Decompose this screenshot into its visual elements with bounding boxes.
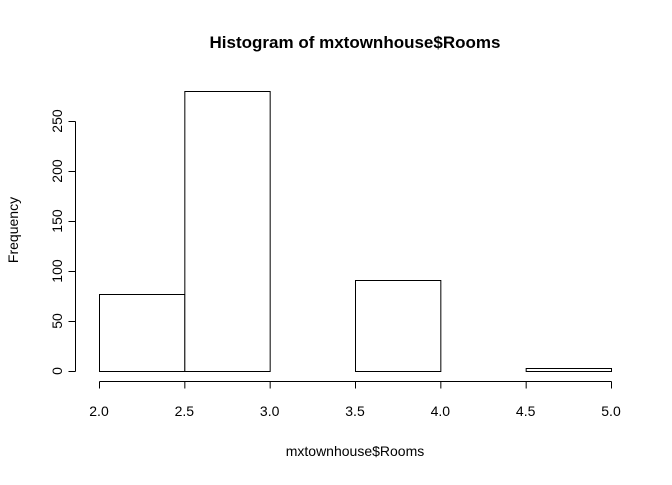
y-tick-label-5: 250 bbox=[49, 109, 65, 133]
histogram-bar-0 bbox=[99, 294, 186, 372]
x-tick-label-6: 5.0 bbox=[601, 403, 621, 419]
x-tick-label-1: 2.5 bbox=[175, 403, 195, 419]
y-tick-label-1: 50 bbox=[49, 313, 65, 329]
bars-layer bbox=[99, 91, 613, 372]
histogram-bar-3 bbox=[355, 280, 442, 372]
x-tick-label-2: 3.0 bbox=[260, 403, 280, 419]
x-tick-label-3: 3.5 bbox=[345, 403, 365, 419]
histogram-bar-5 bbox=[525, 368, 613, 372]
histogram-bar-1 bbox=[184, 91, 271, 372]
y-tick-label-4: 200 bbox=[49, 159, 65, 183]
x-axis-label: mxtownhouse$Rooms bbox=[286, 443, 425, 459]
x-tick-label-0: 2.0 bbox=[89, 403, 109, 419]
chart-title: Histogram of mxtownhouse$Rooms bbox=[210, 33, 501, 52]
x-tick-label-4: 4.0 bbox=[431, 403, 451, 419]
y-tick-label-0: 0 bbox=[49, 367, 65, 375]
x-tick-label-5: 4.5 bbox=[516, 403, 536, 419]
y-tick-label-2: 100 bbox=[49, 259, 65, 283]
y-axis-label: Frequency bbox=[5, 197, 21, 263]
x-axis: 2.0 2.5 3.0 3.5 4.0 4.5 5.0 bbox=[89, 381, 621, 419]
y-axis: 0 50 100 150 200 250 bbox=[49, 109, 76, 375]
y-tick-label-3: 150 bbox=[49, 209, 65, 233]
